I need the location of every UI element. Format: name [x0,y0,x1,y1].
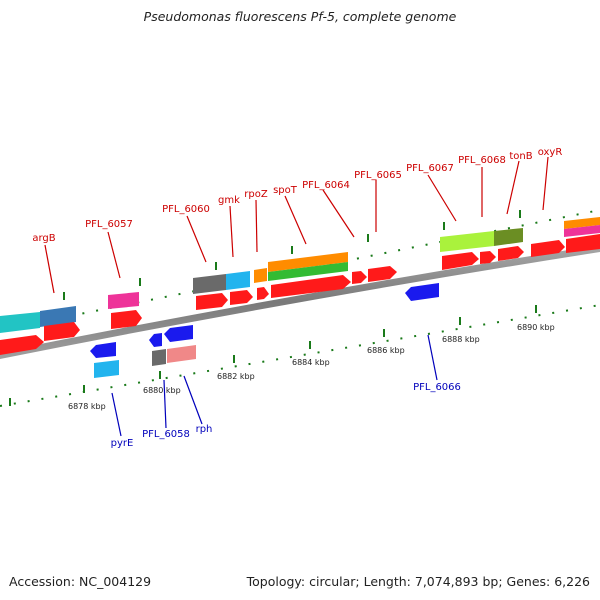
scale-label-6886: 6886 kbp [367,346,405,355]
cds-f6 [257,287,269,300]
gene-label-pfl6067[interactable]: PFL_6067 [406,163,454,174]
pfl6058-feature [152,349,166,366]
cds-r3 [164,325,193,342]
cds-f12 [498,246,524,261]
argb-feature [0,312,40,333]
gene-label-oxyr[interactable]: oxyR [538,147,563,158]
gmk-feature [226,271,250,290]
reverse-cds [90,283,439,358]
scale-label-6884: 6884 kbp [292,358,330,367]
genome-stats-text: Topology: circular; Length: 7,074,893 bp… [246,574,590,589]
forward-cds [0,234,600,355]
pfl6068-feature [494,228,523,246]
cds-r4 [405,283,439,301]
gene-label-rph[interactable]: rph [196,424,213,435]
gene-label-pfl6060[interactable]: PFL_6060 [162,204,210,215]
gene-label-pfl6068[interactable]: PFL_6068 [458,155,506,166]
scale-label-6878: 6878 kbp [68,402,106,411]
pyre-feature [94,360,119,378]
spot-feature-b [268,262,348,281]
oxyr-feature-b [564,225,600,237]
cds-f11 [480,251,496,264]
rph-feature [167,345,196,363]
accession-text: Accession: NC_004129 [9,574,152,589]
gene-label-spot[interactable]: spoT [273,185,298,196]
spot-feature-a [268,252,348,272]
pfl6060-feature [193,274,226,294]
cds-f7 [271,275,351,298]
top-outer-features [0,217,600,333]
cds-r1 [90,342,116,358]
gene-label-pfl6058[interactable]: PFL_6058 [142,429,190,440]
cds-f8 [352,271,367,284]
cds-f1 [0,335,44,355]
cds-r2 [149,333,162,347]
gene-label-pfl6066[interactable]: PFL_6066 [413,382,461,393]
scale-label-6890: 6890 kbp [517,323,555,332]
gene-label-gmk[interactable]: gmk [218,195,240,206]
gene-label-rpoz[interactable]: rpoZ [244,189,268,200]
cds-f2 [44,322,80,341]
cds-f5 [230,290,253,305]
genome-backbone [0,245,600,359]
cds-f9 [368,266,397,282]
gene-label-pfl6057[interactable]: PFL_6057 [85,219,133,230]
argb-feature-2 [40,306,76,327]
genome-title: Pseudomonas fluorescens Pf-5, complete g… [143,9,457,24]
scale-label-6882: 6882 kbp [217,372,255,381]
bottom-outer-features [94,345,196,378]
cds-f14 [566,234,600,253]
cds-f10 [442,252,479,270]
major-ticks [9,210,537,406]
gene-label-pyre[interactable]: pyrE [111,438,134,449]
bottom-scale-ticks [0,304,600,407]
gene-label-pfl6064[interactable]: PFL_6064 [302,180,350,191]
scale-label-6880: 6880 kbp [143,386,181,395]
rpoz-feature [254,268,267,283]
pfl6067-feature [440,231,494,252]
bottom-leader-lines [111,334,438,437]
top-leader-lines [44,156,549,294]
cds-f4 [196,293,228,310]
gene-label-argb[interactable]: argB [32,233,55,244]
cds-f13 [531,240,565,257]
cds-f3 [111,310,142,329]
pfl6057-feature [108,292,139,309]
scale-label-6888: 6888 kbp [442,335,480,344]
gene-label-pfl6065[interactable]: PFL_6065 [354,170,402,181]
gene-label-tonb[interactable]: tonB [509,151,532,162]
